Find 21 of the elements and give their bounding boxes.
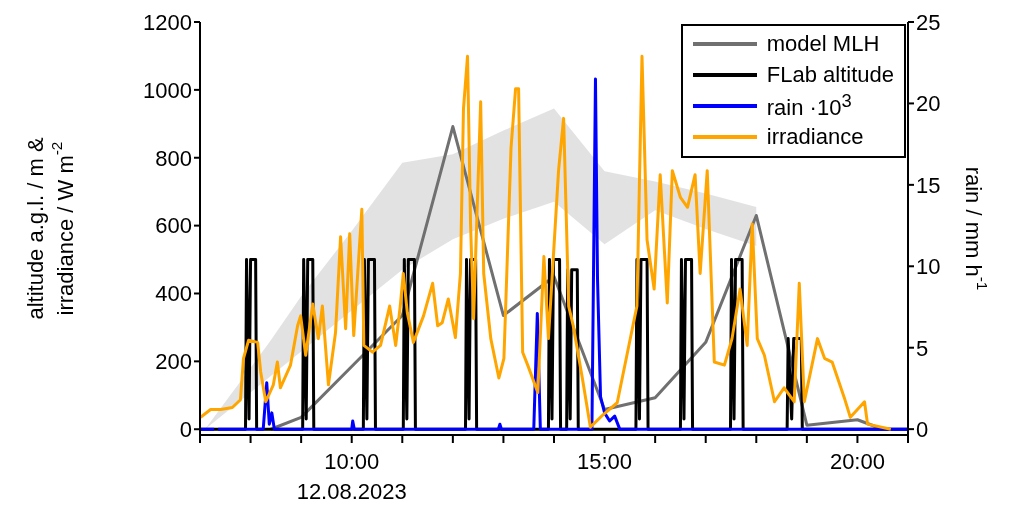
y-tick-label: 200 xyxy=(155,349,192,375)
legend-label: irradiance xyxy=(766,123,864,150)
x-tick-label: 10:00 xyxy=(324,448,380,474)
y2-tick-label: 10 xyxy=(916,254,941,280)
x-tick-label: 20:00 xyxy=(829,448,885,474)
y-tick-label: 1000 xyxy=(143,77,192,103)
text: 12.08.2023 xyxy=(296,479,407,505)
legend-label: FLab altitude xyxy=(766,61,894,88)
legend-label: rain ·10$^{3}$ xyxy=(766,89,852,122)
y-tick-label: 800 xyxy=(155,145,192,171)
y2-tick-label: 5 xyxy=(916,335,929,361)
legend-label: model MLH xyxy=(766,30,880,57)
y-tick-label: 0 xyxy=(179,417,192,443)
y2-tick-label: 20 xyxy=(916,91,941,117)
x-tick-label: 15:00 xyxy=(577,448,633,474)
y2-tick-label: 15 xyxy=(916,172,941,198)
y-tick-label: 1200 xyxy=(143,9,192,35)
y2-tick-label: 0 xyxy=(916,416,929,442)
y2-tick-label: 25 xyxy=(916,9,941,35)
y-tick-label: 600 xyxy=(155,213,192,239)
y-tick-label: 400 xyxy=(155,281,192,307)
